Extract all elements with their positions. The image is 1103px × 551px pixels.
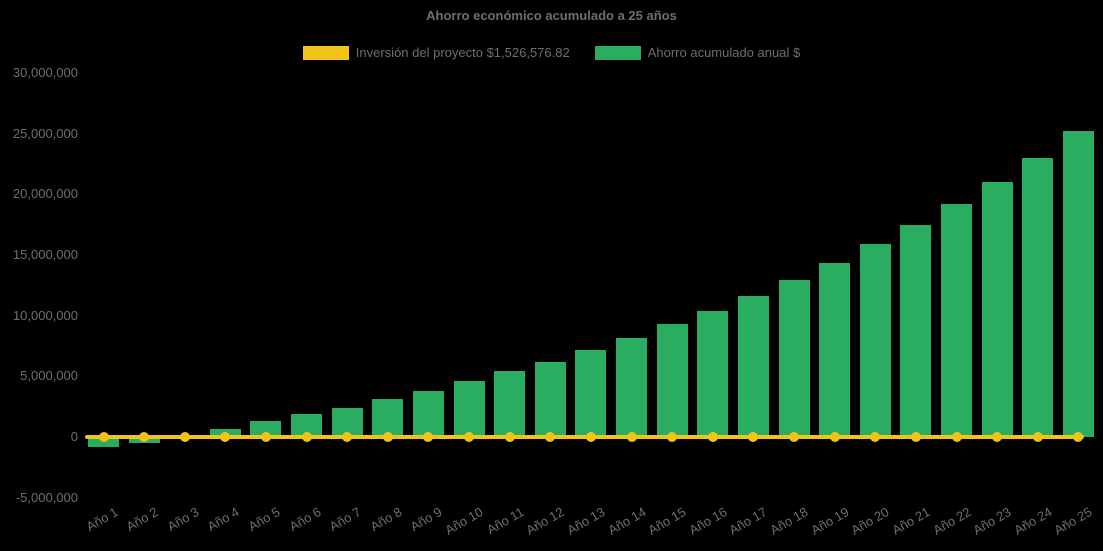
bar-ano-9[interactable] (412, 391, 444, 437)
investment-line-marker-ano-4[interactable] (220, 432, 231, 442)
bar-ano-11[interactable] (494, 371, 526, 437)
investment-line-marker-ano-22[interactable] (951, 432, 962, 442)
bar-ano-19[interactable] (819, 263, 851, 437)
investment-line-marker-ano-23[interactable] (992, 432, 1003, 442)
investment-line-marker-ano-18[interactable] (789, 432, 800, 442)
chart-title: Ahorro económico acumulado a 25 años (426, 8, 677, 23)
investment-line-marker-ano-25[interactable] (1073, 432, 1084, 442)
bar-ano-22[interactable] (941, 204, 973, 437)
bar-ano-6[interactable] (291, 414, 323, 437)
legend: Inversión del proyecto $1,526,576.82 Aho… (0, 45, 1103, 60)
investment-line-marker-ano-14[interactable] (626, 432, 637, 442)
y-tick-label-0: 0 (70, 429, 78, 444)
investment-line-marker-ano-6[interactable] (301, 432, 312, 442)
investment-line-marker-ano-2[interactable] (139, 432, 150, 442)
y-tick-label--5000000: -5,000,000 (15, 489, 78, 505)
investment-line-marker-ano-5[interactable] (260, 432, 271, 442)
y-tick-label-5000000: 5,000,000 (20, 368, 78, 384)
investment-swatch (302, 45, 349, 60)
investment-line-marker-ano-16[interactable] (707, 432, 718, 442)
bar-ano-1[interactable] (88, 437, 119, 447)
investment-line-marker-ano-3[interactable] (179, 432, 190, 442)
investment-line-marker-ano-20[interactable] (870, 432, 881, 442)
bar-ano-18[interactable] (778, 280, 810, 437)
investment-line-marker-ano-1[interactable] (98, 432, 109, 442)
y-tick-label-10000000: 10,000,000 (12, 307, 78, 323)
bar-ano-24[interactable] (1022, 158, 1054, 437)
y-tick-label-20000000: 20,000,000 (12, 186, 78, 202)
investment-line (85, 435, 1084, 439)
investment-line-marker-ano-8[interactable] (382, 432, 393, 442)
investment-line-marker-ano-7[interactable] (342, 432, 353, 442)
bar-ano-17[interactable] (737, 296, 769, 437)
bar-ano-23[interactable] (981, 182, 1013, 437)
investment-line-marker-ano-17[interactable] (748, 432, 759, 442)
investment-legend-label: Inversión del proyecto $1,526,576.82 (355, 45, 570, 60)
y-tick-label-15000000: 15,000,000 (12, 246, 78, 262)
investment-line-marker-ano-11[interactable] (504, 432, 515, 442)
savings-swatch (594, 45, 641, 60)
bar-ano-14[interactable] (616, 338, 648, 437)
bar-ano-10[interactable] (453, 381, 485, 437)
bar-ano-12[interactable] (534, 362, 566, 437)
bar-ano-25[interactable] (1062, 131, 1094, 437)
bar-ano-20[interactable] (859, 244, 891, 437)
y-tick-label-30000000: 30,000,000 (12, 64, 78, 80)
bar-ano-15[interactable] (656, 324, 688, 437)
y-tick-label-25000000: 25,000,000 (12, 125, 78, 141)
bar-ano-16[interactable] (697, 311, 729, 437)
bar-ano-5[interactable] (250, 421, 282, 437)
savings-legend-label: Ahorro acumulado anual $ (647, 45, 801, 60)
investment-line-marker-ano-24[interactable] (1032, 432, 1043, 442)
investment-line-marker-ano-19[interactable] (829, 432, 840, 442)
bar-ano-13[interactable] (575, 350, 607, 437)
investment-line-marker-ano-21[interactable] (910, 432, 921, 442)
investment-line-marker-ano-15[interactable] (667, 432, 678, 442)
legend-item-investment[interactable]: Inversión del proyecto $1,526,576.82 (302, 45, 570, 60)
legend-item-savings[interactable]: Ahorro acumulado anual $ (594, 45, 801, 60)
investment-line-marker-ano-10[interactable] (464, 432, 475, 442)
investment-line-marker-ano-12[interactable] (545, 432, 556, 442)
investment-line-marker-ano-9[interactable] (423, 432, 434, 442)
investment-line-marker-ano-13[interactable] (585, 432, 596, 442)
bar-ano-21[interactable] (900, 225, 932, 437)
bar-ano-8[interactable] (372, 399, 404, 437)
